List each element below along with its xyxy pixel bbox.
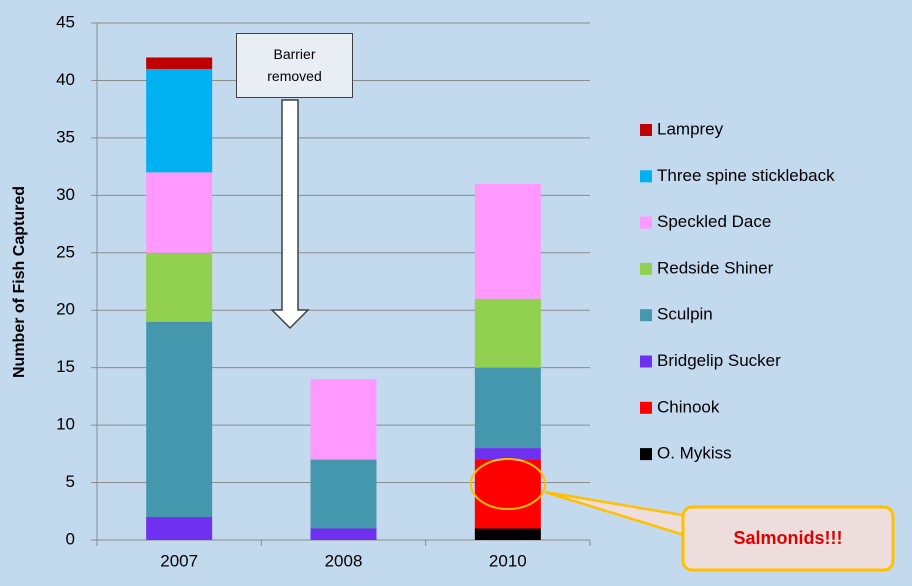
bar-segment: [146, 57, 213, 69]
legend-label: Speckled Dace: [657, 212, 771, 231]
bar-segment: [474, 448, 541, 460]
legend-swatch: [640, 216, 652, 229]
barrier-arrow: [270, 99, 310, 330]
x-tick-label: 2007: [160, 551, 198, 570]
bar-segment: [474, 367, 541, 449]
y-tick-label: 35: [56, 127, 75, 146]
y-axis-label: Number of Fish Captured: [11, 186, 28, 378]
bar-segment: [474, 528, 541, 540]
bar-segment: [146, 252, 213, 322]
y-tick-label: 25: [56, 242, 75, 261]
legend-label: Three spine stickleback: [657, 166, 835, 185]
bar-segment: [146, 68, 213, 173]
legend-swatch: [640, 262, 652, 275]
y-tick-label: 20: [56, 300, 75, 319]
bar-segment: [474, 183, 541, 299]
legend-label: Redside Shiner: [657, 258, 774, 277]
y-tick-label: 5: [66, 472, 75, 491]
bar-segment: [310, 459, 377, 529]
bar-segment: [146, 321, 213, 518]
legend-swatch: [640, 309, 652, 322]
legend-label: Bridgelip Sucker: [657, 351, 781, 370]
legend-swatch: [640, 170, 652, 183]
legend-swatch: [640, 355, 652, 368]
bar-segment: [474, 459, 541, 529]
bar-segment: [146, 172, 213, 253]
legend-label: Lamprey: [657, 119, 724, 138]
y-tick-label: 30: [56, 185, 75, 204]
x-tick-label: 2010: [489, 551, 527, 570]
bar-segment: [310, 379, 377, 460]
y-tick-label: 15: [56, 357, 75, 376]
bar-segment: [310, 528, 377, 540]
barrier-annotation: Barrier removed: [236, 33, 353, 98]
legend-swatch: [640, 124, 652, 136]
y-tick-label: 40: [56, 70, 75, 89]
y-tick-label: 10: [56, 415, 75, 434]
legend-swatch: [640, 401, 652, 414]
highlight-ellipse: [470, 458, 546, 510]
x-tick-label: 2008: [325, 551, 363, 570]
legend-label: Sculpin: [657, 305, 713, 324]
callout-pointer: [544, 490, 702, 542]
bar-segment: [474, 298, 541, 368]
legend-swatch: [640, 448, 652, 461]
legend-label: O. Mykiss: [657, 444, 732, 463]
callout-text: Salmonids!!!: [733, 528, 842, 548]
bar-segment: [146, 517, 213, 540]
callout-box: [681, 505, 895, 572]
y-tick-label: 0: [66, 529, 75, 548]
y-tick-label: 45: [56, 12, 75, 31]
legend-label: Chinook: [657, 397, 720, 416]
